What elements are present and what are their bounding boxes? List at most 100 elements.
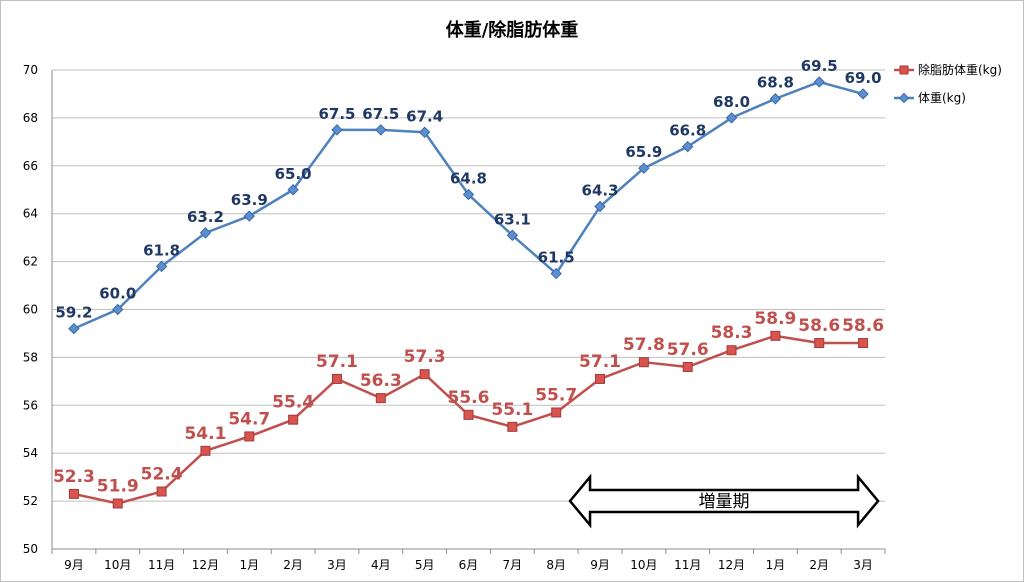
x-tick-label: 4月 (371, 558, 391, 572)
lean-mass-data-label: 58.6 (798, 316, 840, 336)
x-tick-label: 12月 (192, 558, 219, 572)
x-tick-label: 3月 (853, 558, 873, 572)
lean-mass-marker (156, 486, 167, 497)
weight-data-label: 69.0 (845, 69, 882, 87)
lean-mass-data-label: 58.3 (711, 323, 753, 343)
weight-data-label: 63.9 (231, 191, 268, 209)
lean-mass-marker (814, 338, 825, 349)
weight-data-label: 60.0 (99, 285, 136, 303)
legend-label: 除脂肪体重(kg) (918, 62, 1002, 77)
weight-data-label: 67.5 (318, 105, 355, 123)
y-tick-label: 50 (23, 542, 38, 556)
lean-mass-marker (288, 414, 299, 425)
weight-marker (68, 322, 80, 335)
legend: 除脂肪体重(kg) 体重(kg) (894, 62, 1002, 105)
lean-mass-marker (551, 407, 562, 418)
lean-mass-marker (419, 369, 430, 380)
x-tick-label: 8月 (546, 558, 566, 572)
lean-mass-data-label: 57.3 (404, 347, 446, 367)
lean-mass-data-label: 55.4 (272, 393, 314, 413)
lean-mass-marker (375, 393, 386, 404)
weight-data-label: 63.1 (494, 210, 531, 228)
lean-mass-marker (331, 373, 342, 384)
lean-mass-data-label: 58.6 (842, 316, 884, 336)
lean-mass-marker (200, 445, 211, 456)
weight-data-label: 66.8 (669, 122, 706, 140)
weight-marker (287, 184, 299, 196)
y-tick-label: 70 (23, 63, 38, 77)
weight-data-label: 59.2 (55, 304, 92, 322)
weight-marker (682, 140, 694, 153)
lean-mass-marker (638, 357, 649, 368)
lean-mass-marker (770, 330, 781, 341)
legend-marker-square (899, 65, 909, 75)
lean-mass-data-label: 57.6 (667, 340, 709, 360)
x-tick-label: 1月 (239, 558, 259, 572)
x-tick-label: 3月 (327, 558, 347, 572)
weight-marker (112, 303, 124, 316)
lean-mass-data-label: 57.1 (316, 352, 358, 372)
weight-marker (375, 124, 387, 136)
lean-mass-marker (244, 431, 255, 442)
weight-marker (155, 260, 168, 273)
x-tick-label: 5月 (415, 558, 435, 572)
lean-mass-data-label: 55.7 (535, 385, 577, 405)
lean-mass-data-label: 57.8 (623, 335, 665, 355)
weight-marker (638, 162, 650, 174)
bulking-period-arrow (568, 473, 880, 529)
x-tick-label: 10月 (104, 558, 131, 572)
lean-mass-data-label: 52.4 (141, 465, 183, 485)
weight-marker (506, 229, 519, 241)
lean-mass-data-label: 52.3 (53, 467, 95, 487)
x-tick-label: 11月 (148, 558, 175, 572)
weight-marker (243, 210, 255, 222)
weight-data-label: 61.5 (538, 249, 575, 267)
lean-mass-marker (858, 338, 869, 349)
weight-data-label: 61.8 (143, 241, 180, 259)
weight-data-label: 67.4 (406, 107, 443, 125)
y-tick-label: 56 (23, 398, 38, 412)
lean-mass-marker (463, 409, 474, 420)
x-tick-label: 6月 (459, 558, 479, 572)
x-tick-label: 9月 (64, 558, 84, 572)
x-tick-label: 10月 (630, 558, 657, 572)
x-tick-label: 2月 (809, 558, 829, 572)
weight-data-label: 67.5 (362, 105, 399, 123)
bulking-period-label: 増量期 (699, 492, 750, 512)
y-tick-label: 62 (23, 255, 38, 269)
weight-data-label: 64.3 (582, 182, 619, 200)
series-layer (68, 76, 869, 509)
weight-marker (199, 227, 212, 239)
y-tick-label: 60 (23, 303, 38, 317)
x-tick-label: 9月 (590, 558, 610, 572)
y-tick-label: 68 (23, 111, 38, 125)
x-tick-label: 1月 (766, 558, 786, 572)
weight-data-label: 65.0 (275, 165, 312, 183)
chart-title: 体重/除脂肪体重 (446, 19, 579, 41)
y-tick-label: 66 (23, 159, 38, 173)
y-tick-label: 64 (23, 207, 38, 221)
lean-mass-data-label: 56.3 (360, 371, 402, 391)
legend-label: 体重(kg) (918, 91, 966, 105)
lean-mass-data-label: 54.7 (228, 409, 270, 429)
weight-marker (857, 88, 869, 100)
y-tick-label: 54 (23, 446, 38, 460)
x-tick-label: 2月 (283, 558, 303, 572)
weight-data-label: 68.0 (713, 93, 750, 111)
lean-mass-marker (112, 498, 123, 509)
weight-data-label: 64.8 (450, 170, 487, 188)
weight-marker (462, 188, 475, 201)
lean-mass-data-label: 58.9 (754, 309, 796, 329)
weight-marker (594, 200, 606, 213)
lean-mass-data-label: 55.1 (491, 400, 533, 420)
data-label-layer: 52.3 51.952.454.154.755.457.156.357.355.6… (53, 57, 884, 497)
axis-layer: 50 52 54 56 58 60 62 64 66 68 70 9月 10月 11月 12月 1月 2月 3月 4… (23, 63, 886, 572)
x-tick-label: 11月 (674, 558, 701, 572)
y-tick-label: 52 (23, 494, 38, 508)
weight-marker (418, 126, 431, 138)
y-tick-label: 58 (23, 350, 38, 364)
weight-data-label: 68.8 (757, 74, 794, 92)
